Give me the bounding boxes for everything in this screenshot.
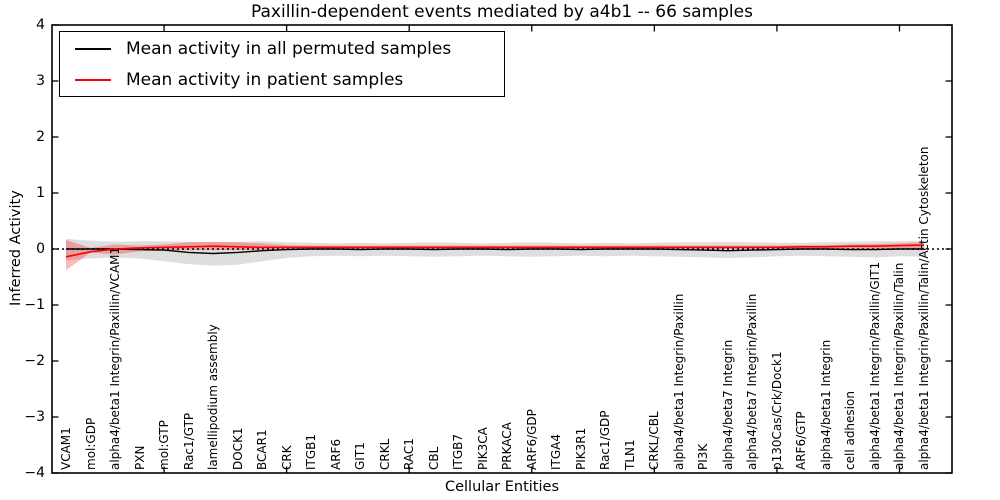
x-tick-label: ITGA4 [549, 433, 564, 470]
x-tick-label: ITGB7 [451, 433, 466, 470]
legend: Mean activity in all permuted samples Me… [59, 31, 505, 97]
y-tick-label: 0 [36, 241, 45, 257]
x-tick-label: RAC1 [402, 438, 417, 470]
x-tick-label: PIK3R1 [573, 427, 588, 470]
x-tick-label: GIT1 [353, 442, 368, 470]
x-tick-label: VCAM1 [59, 427, 73, 470]
legend-item-label: Mean activity in all permuted samples [126, 38, 452, 59]
x-tick-label: alpha4/beta1 Integrin/Paxillin/Talin/Act… [917, 146, 931, 470]
legend-item: Mean activity in patient samples [60, 64, 504, 95]
x-tick-label: mol:GTP [157, 420, 172, 470]
y-tick-label: −4 [24, 465, 45, 481]
x-tick-label: alpha4/beta1 Integrin/Paxillin/Talin [892, 262, 907, 470]
x-tick-label: Rac1/GTP [181, 412, 196, 470]
x-tick-label: Rac1/GDP [598, 410, 613, 470]
legend-line-swatch-permuted [75, 47, 111, 50]
patient-mean-line [65, 244, 925, 258]
x-tick-label: CRKL/CBL [647, 411, 662, 470]
permuted-samples-range-area [66, 238, 924, 266]
legend-line-swatch-patient [75, 78, 111, 81]
y-tick-label: 4 [36, 17, 45, 33]
permuted-mean-line [66, 248, 924, 255]
x-tick-label: CBL [426, 446, 441, 470]
x-tick-label: alpha4/beta1 Integrin/Paxillin [671, 293, 686, 470]
x-tick-label: CRKL [377, 438, 392, 470]
x-tick-label: ARF6/GTP [794, 411, 809, 470]
x-tick-label: mol:GDP [83, 417, 98, 470]
x-tick-label: PXN [132, 445, 147, 470]
y-tick-label: −3 [24, 409, 45, 425]
x-tick-label: CRK [279, 445, 294, 470]
x-tick-label: alpha4/beta7 Integrin/Paxillin [745, 293, 760, 470]
x-tick-label: PRKACA [500, 422, 515, 470]
x-tick-label: alpha4/beta7 Integrin [720, 339, 735, 470]
x-tick-label: alpha4/beta1 Integrin [818, 339, 833, 470]
x-tick-label: p130Cas/Crk/Dock1 [769, 351, 784, 470]
x-tick-label: alpha4/beta1 Integrin/Paxillin/GIT1 [867, 261, 882, 470]
x-axis-title: Cellular Entities [444, 479, 560, 495]
x-tick-label: alpha4/beta1 Integrin/Paxillin/VCAM1 [108, 246, 123, 470]
y-tick-label: 1 [36, 185, 45, 201]
legend-item: Mean activity in all permuted samples [60, 33, 504, 64]
y-tick-label: 3 [36, 73, 45, 89]
x-tick-label: DOCK1 [230, 427, 245, 470]
x-tick-label: PIK3CA [475, 427, 490, 470]
y-tick-label: −1 [24, 297, 45, 313]
x-tick-label: TLN1 [622, 439, 637, 470]
x-tick-label: ITGB1 [304, 433, 319, 470]
y-tick-label: −2 [24, 353, 45, 369]
x-tick-label: PI3K [696, 443, 711, 470]
legend-item-label: Mean activity in patient samples [126, 69, 404, 90]
x-tick-label: lamellipodium assembly [206, 324, 221, 470]
chart-title: Paxillin-dependent events mediated by a4… [251, 2, 753, 22]
x-tick-label: cell adhesion [843, 391, 858, 470]
x-tick-label: ARF6/GDP [524, 409, 539, 470]
x-tick-label: ARF6 [328, 438, 343, 470]
x-tick-label: BCAR1 [255, 429, 270, 470]
y-tick-label: 2 [36, 129, 45, 145]
